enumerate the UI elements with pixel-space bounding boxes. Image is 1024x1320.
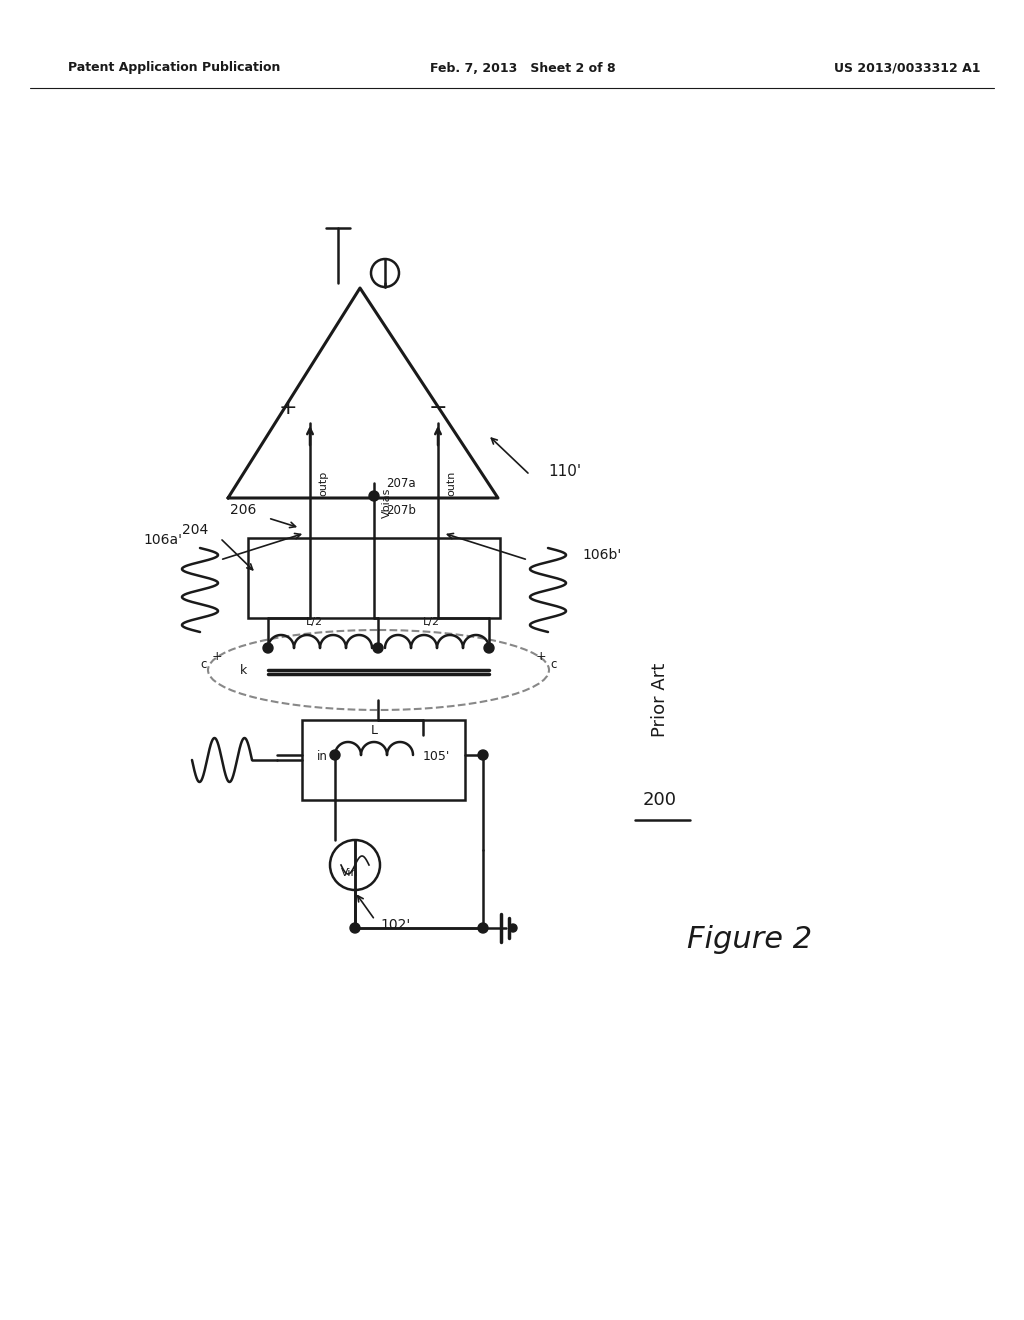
Text: 102': 102': [380, 917, 411, 932]
Text: 206: 206: [229, 503, 256, 517]
Text: −: −: [429, 399, 447, 418]
Text: +: +: [536, 649, 546, 663]
Text: 207a: 207a: [386, 477, 416, 490]
Text: L: L: [371, 723, 378, 737]
Text: L/2: L/2: [306, 616, 324, 627]
Text: 207b: 207b: [386, 504, 416, 517]
Circle shape: [373, 643, 383, 653]
Text: 106a': 106a': [143, 533, 182, 546]
Text: Prior Art: Prior Art: [651, 663, 669, 737]
Circle shape: [369, 491, 379, 502]
Text: Feb. 7, 2013   Sheet 2 of 8: Feb. 7, 2013 Sheet 2 of 8: [430, 62, 615, 74]
Text: outn: outn: [446, 470, 456, 496]
Circle shape: [484, 643, 494, 653]
Text: +: +: [211, 649, 222, 663]
Text: outp: outp: [318, 470, 328, 495]
Circle shape: [509, 924, 517, 932]
Text: 105': 105': [423, 751, 451, 763]
Text: Vin: Vin: [341, 869, 358, 878]
Text: in: in: [317, 751, 328, 763]
Circle shape: [350, 923, 360, 933]
Text: +: +: [279, 399, 297, 418]
Text: c: c: [200, 659, 207, 672]
Text: Figure 2: Figure 2: [687, 925, 813, 954]
Circle shape: [478, 750, 488, 760]
Text: Vbias: Vbias: [382, 488, 392, 519]
Bar: [302, 719, 465, 800]
Text: k: k: [240, 664, 247, 676]
Text: 204: 204: [181, 523, 208, 537]
Text: US 2013/0033312 A1: US 2013/0033312 A1: [834, 62, 980, 74]
Text: 200: 200: [643, 791, 677, 809]
Text: Patent Application Publication: Patent Application Publication: [68, 62, 281, 74]
Circle shape: [263, 643, 273, 653]
Text: 106b': 106b': [582, 548, 622, 562]
Bar: [248, 539, 500, 618]
Circle shape: [330, 750, 340, 760]
Text: 110': 110': [548, 465, 582, 479]
Text: c: c: [551, 659, 557, 672]
Text: L/2: L/2: [423, 616, 440, 627]
Circle shape: [478, 923, 488, 933]
